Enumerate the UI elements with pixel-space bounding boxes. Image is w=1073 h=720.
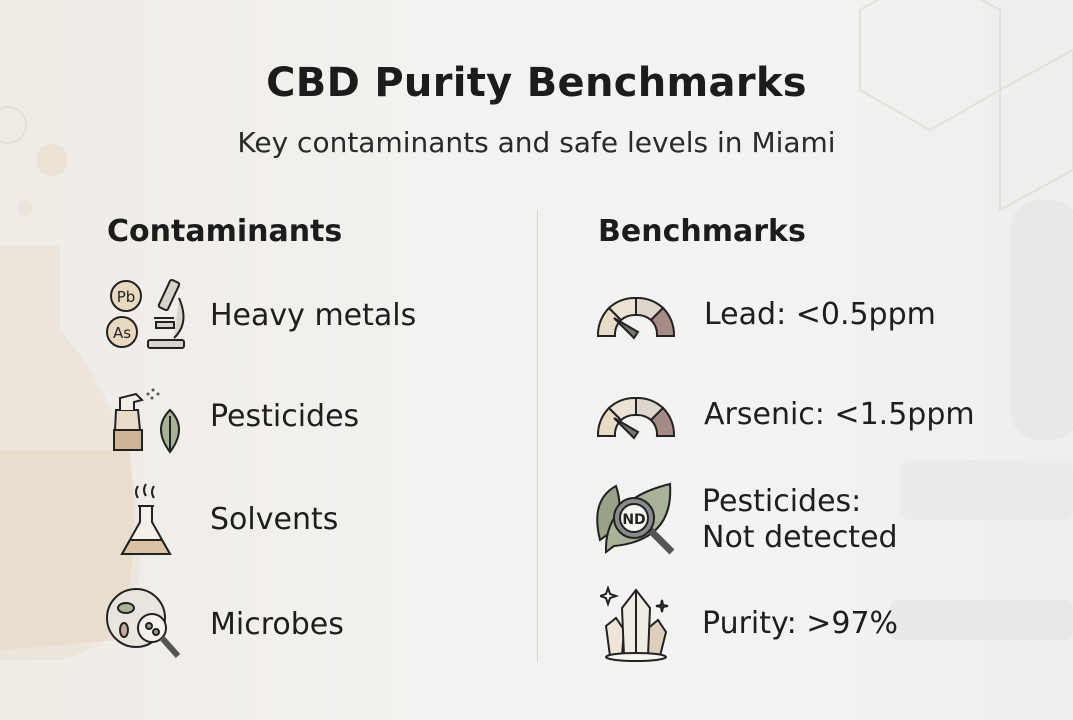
- benchmark-label-line2: Not detected: [702, 520, 898, 555]
- petri-dish-magnifier-icon: [106, 588, 181, 658]
- flask-icon: [120, 483, 172, 555]
- crystal-icon: [600, 586, 669, 662]
- contaminant-heavy-metals: Pb As Heavy metals: [104, 278, 416, 354]
- benchmark-purity: Purity: >97%: [600, 586, 898, 662]
- contaminant-microbes: Microbes: [104, 586, 344, 664]
- badge-as: As: [113, 324, 131, 342]
- spray-bottle-leaf-icon: [112, 388, 180, 454]
- badge-pb: Pb: [117, 288, 136, 306]
- gauge-icon: [596, 396, 676, 440]
- page-subtitle: Key contaminants and safe levels in Miam…: [237, 126, 836, 159]
- benchmark-label: Purity: >97%: [702, 606, 899, 641]
- contaminant-label: Heavy metals: [210, 298, 417, 333]
- benchmarks-heading: Benchmarks: [598, 214, 806, 249]
- benchmark-label: Arsenic: <1.5ppm: [704, 397, 975, 432]
- nd-badge: ND: [622, 512, 645, 528]
- gauge-icon: [596, 296, 676, 340]
- contaminants-heading: Contaminants: [107, 214, 343, 249]
- benchmark-label: Lead: <0.5ppm: [704, 297, 936, 332]
- heavy-metals-microscope-icon: Pb As: [106, 278, 185, 349]
- contaminant-solvents: Solvents: [118, 482, 338, 558]
- page-title: CBD Purity Benchmarks: [266, 60, 807, 106]
- benchmark-arsenic: Arsenic: <1.5ppm: [594, 390, 975, 440]
- contaminant-pesticides: Pesticides: [108, 380, 359, 454]
- benchmark-label-line1: Pesticides:: [702, 484, 862, 519]
- benchmark-lead: Lead: <0.5ppm: [594, 290, 936, 340]
- contaminant-label: Microbes: [210, 607, 344, 642]
- contaminant-label: Solvents: [210, 502, 339, 537]
- contaminant-label: Pesticides: [210, 399, 360, 434]
- column-divider: [537, 210, 538, 662]
- benchmark-pesticides: ND Pesticides: Not detected: [594, 480, 898, 560]
- leaf-magnifier-icon: ND: [596, 482, 675, 555]
